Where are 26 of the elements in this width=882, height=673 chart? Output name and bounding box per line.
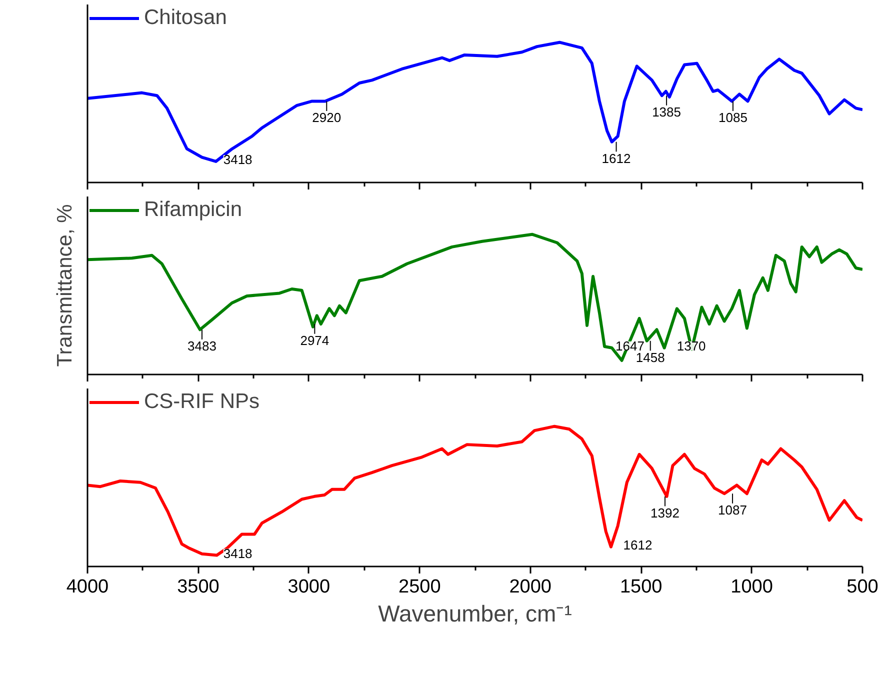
annotation: 1392 (650, 505, 680, 520)
x-tick-label: 500 (846, 576, 878, 598)
x-axis-title: Wavenumber, cm⁻¹ (378, 600, 572, 626)
x-tick-label: 2000 (509, 576, 552, 598)
annotation: 1087 (718, 502, 747, 518)
legend-label: Rifampicin (144, 198, 242, 222)
y-axis-title: Transmittance, % (54, 204, 76, 367)
legend-label: Chitosan (144, 6, 227, 30)
x-tick-label: 3000 (288, 576, 330, 598)
x-tick-label: 1500 (620, 576, 662, 598)
annotation: 1647 (616, 338, 644, 354)
annotation: 3483 (188, 338, 216, 354)
x-tick-label: 3500 (177, 576, 220, 598)
x-tick-label: 4000 (66, 576, 109, 598)
annotation: 1612 (602, 150, 631, 166)
annotation: 1385 (652, 104, 681, 120)
legend-label: CS-RIF NPs (144, 390, 260, 414)
annotation: 2920 (312, 110, 342, 126)
x-tick-label: 2500 (398, 576, 441, 598)
annotation: 3418 (223, 546, 252, 561)
annotation: 1085 (718, 110, 748, 126)
annotation: 3418 (223, 152, 252, 167)
annotation: 1370 (676, 338, 706, 354)
annotation: 1612 (623, 537, 652, 552)
annotation: 2974 (300, 333, 330, 348)
x-tick-label: 1000 (730, 576, 773, 598)
